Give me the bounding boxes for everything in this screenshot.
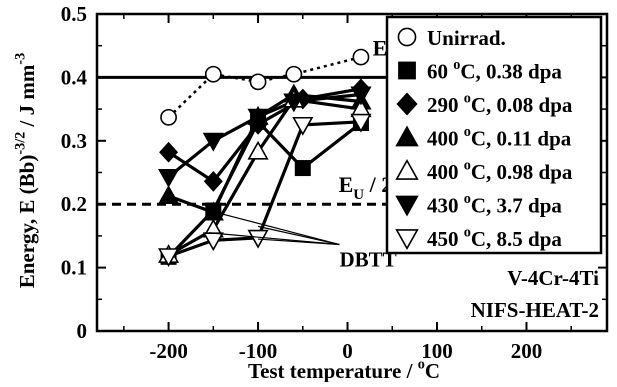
y-tick-label: 0.1 bbox=[61, 256, 87, 280]
legend-marker bbox=[395, 229, 419, 250]
legend-box bbox=[385, 15, 603, 255]
legend-marker bbox=[395, 195, 419, 217]
legend-label: 400 oC, 0.98 dpa bbox=[427, 158, 573, 184]
dbtt-pointer-line bbox=[258, 238, 340, 246]
legend-label: 430 oC, 3.7 dpa bbox=[427, 191, 562, 217]
y-tick-label: 0 bbox=[77, 319, 88, 343]
data-point bbox=[350, 86, 372, 106]
y-axis-title-part: -3 bbox=[13, 53, 29, 65]
y-axis-title-part: / J mm bbox=[15, 64, 39, 132]
series-markers-0 bbox=[160, 48, 370, 126]
legend-label-part: C, 0.11 dpa bbox=[471, 127, 572, 151]
data-point bbox=[294, 160, 311, 177]
series-2 bbox=[167, 87, 362, 184]
dbtt-pointer-line bbox=[208, 209, 340, 246]
data-point bbox=[283, 93, 305, 113]
data-point bbox=[158, 185, 180, 204]
legend-label-part: 450 bbox=[427, 227, 464, 251]
legend-marker bbox=[395, 159, 419, 180]
data-point bbox=[159, 141, 179, 163]
data-point bbox=[203, 170, 223, 192]
data-point bbox=[352, 48, 370, 66]
series-0 bbox=[167, 55, 362, 119]
legend-label-part: o bbox=[464, 91, 471, 107]
legend-label: 60 oC, 0.38 dpa bbox=[427, 57, 562, 83]
heat-label: NIFS-HEAT-2 bbox=[471, 298, 599, 322]
data-point bbox=[204, 65, 222, 83]
data-point bbox=[285, 65, 303, 83]
y-axis-title-part: -3/2 bbox=[13, 132, 29, 155]
data-point bbox=[202, 132, 224, 152]
legend-label: 450 oC, 8.5 dpa bbox=[427, 225, 562, 251]
legend-marker bbox=[398, 61, 416, 80]
y-tick-label: 0.4 bbox=[61, 65, 88, 89]
data-point bbox=[350, 113, 372, 133]
legend-label-part: o bbox=[453, 57, 460, 73]
legend-label-part: 400 bbox=[427, 160, 464, 184]
data-point bbox=[292, 116, 314, 136]
x-axis-title-part: Test temperature / bbox=[248, 359, 418, 382]
series-markers-5 bbox=[158, 86, 372, 188]
legend-label-part: C, 3.7 dpa bbox=[471, 194, 563, 218]
legend-label-part: C, 0.98 dpa bbox=[471, 160, 573, 184]
y-tick-label: 0.3 bbox=[61, 129, 87, 153]
legend-label: Unirrad. bbox=[427, 26, 506, 50]
legend-label-part: C, 8.5 dpa bbox=[471, 227, 563, 251]
legend-label-part: C, 0.38 dpa bbox=[460, 60, 562, 84]
legend-marker bbox=[397, 27, 417, 47]
legend-label-part: 400 bbox=[427, 127, 464, 151]
legend-marker bbox=[396, 92, 418, 116]
data-point bbox=[158, 168, 180, 188]
data-series bbox=[158, 48, 372, 268]
axis-labels: Test temperature / oC Energy, E (Bb)-3/2 … bbox=[13, 53, 440, 383]
x-axis-title-part: o bbox=[418, 357, 425, 373]
y-axis-title-part: Energy, E (Bb) bbox=[15, 155, 39, 289]
legend-label-part: Unirrad. bbox=[427, 26, 506, 50]
series-line bbox=[167, 55, 362, 119]
legend-label-part: C, 0.08 dpa bbox=[471, 93, 573, 117]
legend-label: 290 oC, 0.08 dpa bbox=[427, 91, 573, 117]
legend-marker bbox=[395, 125, 419, 147]
data-point bbox=[247, 140, 269, 160]
x-tick-label: -200 bbox=[149, 339, 188, 363]
material-label: V-4Cr-4Ti bbox=[507, 266, 599, 290]
x-tick-label: -100 bbox=[239, 339, 278, 363]
legend-label-part: 290 bbox=[427, 93, 464, 117]
data-point bbox=[158, 248, 180, 268]
series-line bbox=[167, 92, 362, 179]
y-axis-title: Energy, E (Bb)-3/2 / J mm-3 bbox=[13, 53, 39, 289]
plot-axes: -200 -100 0 100 200 0 0.1 0.2 0.3 0.4 0.5 bbox=[61, 2, 609, 363]
legend-label-part: o bbox=[464, 225, 471, 241]
data-point bbox=[247, 108, 269, 128]
x-tick-label: 200 bbox=[511, 339, 543, 363]
reference-lines: EUEU / 2 bbox=[97, 35, 398, 206]
eu-half-reference-label: EU / 2 bbox=[339, 172, 393, 203]
x-axis-title-part: C bbox=[425, 359, 440, 382]
y-tick-label: 0.2 bbox=[61, 192, 87, 216]
x-axis-title: Test temperature / oC bbox=[248, 357, 440, 382]
data-point bbox=[249, 73, 267, 91]
legend-label-part: o bbox=[464, 158, 471, 174]
eu-reference-label-part: E bbox=[373, 35, 388, 60]
x-tick-label: 0 bbox=[342, 339, 353, 363]
legend-label-part: 60 bbox=[427, 60, 453, 84]
legend-label-part: o bbox=[464, 191, 471, 207]
x-tick-label: 100 bbox=[421, 339, 453, 363]
eu-half-reference-label-part: U bbox=[353, 187, 364, 203]
series-markers-6 bbox=[158, 113, 372, 268]
dbtt-pointer-line bbox=[257, 225, 340, 246]
data-point bbox=[160, 108, 177, 126]
eu-half-reference-label-part: E bbox=[339, 172, 354, 197]
series-5 bbox=[167, 92, 362, 179]
legend-label: 400 oC, 0.11 dpa bbox=[427, 124, 572, 150]
legend-label-part: o bbox=[464, 124, 471, 140]
legend-label-part: 430 bbox=[427, 194, 464, 218]
series-line bbox=[167, 87, 362, 184]
y-tick-label: 0.5 bbox=[61, 2, 87, 26]
